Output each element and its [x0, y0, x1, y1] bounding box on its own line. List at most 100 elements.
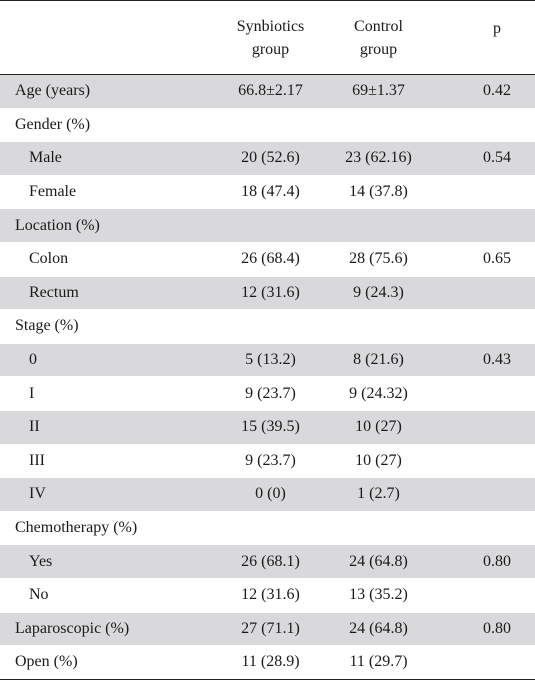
table-row: II 15 (39.5) 10 (27) — [0, 410, 535, 445]
header-synbiotics-line1: Synbiotics — [236, 17, 305, 35]
p-value: 0.43 — [467, 343, 535, 377]
p-value: 0.42 — [467, 74, 535, 109]
header-p-value: p — [493, 20, 501, 37]
p-value — [467, 310, 535, 344]
row-label: Female — [29, 183, 77, 201]
p-value — [467, 208, 535, 243]
control-value: 10 (27) — [314, 410, 467, 445]
row-label: Chemotherapy (%) — [15, 519, 138, 537]
row-label: Gender (%) — [15, 115, 91, 133]
p-value — [467, 410, 535, 445]
table-row: No 12 (31.6) 13 (35.2) — [0, 578, 535, 612]
table-row: III 9 (23.7) 10 (27) — [0, 444, 535, 478]
table-row: Male 20 (52.6) 23 (62.16) 0.54 — [0, 141, 535, 176]
p-value — [467, 477, 535, 512]
table-row: Laparoscopic (%) 27 (71.1) 24 (64.8) 0.8… — [0, 612, 535, 646]
row-label: Location (%) — [0, 208, 197, 243]
row-label: Colon — [29, 250, 69, 268]
table-header: Synbiotics group Control group p — [0, 0, 535, 75]
table-row: Chemotherapy (%) — [0, 511, 535, 545]
control-value — [314, 511, 467, 545]
header-row: Synbiotics group Control group p — [0, 0, 535, 75]
row-label: III — [29, 451, 45, 469]
control-value: 11 (29.7) — [349, 653, 408, 671]
table-row: Colon 26 (68.4) 28 (75.6) 0.65 — [0, 242, 535, 276]
control-value: 13 (35.2) — [349, 586, 408, 604]
table-row: Open (%) 11 (28.9) 11 (29.7) — [0, 646, 535, 680]
p-value: 0.80 — [467, 612, 535, 646]
control-value: 69±1.37 — [314, 74, 467, 109]
p-value: 0.65 — [483, 250, 511, 268]
p-value — [467, 108, 535, 142]
control-value: 24 (64.8) — [314, 612, 467, 646]
header-synbiotics-group: Synbiotics group — [197, 1, 314, 75]
row-label: Age (years) — [0, 74, 197, 109]
p-value — [467, 175, 535, 209]
header-control-line1: Control — [354, 17, 403, 35]
synbiotics-value: 12 (31.6) — [241, 586, 300, 604]
synbiotics-value: 12 (31.6) — [197, 276, 314, 310]
row-label: I — [29, 384, 35, 402]
row-label: IV — [0, 477, 197, 512]
synbiotics-value: 9 (23.7) — [245, 451, 296, 469]
p-value — [467, 377, 535, 411]
row-label: Open (%) — [15, 653, 78, 671]
control-value: 1 (2.7) — [314, 477, 467, 512]
header-synbiotics-line2: group — [251, 40, 290, 58]
header-control-group: Control group — [314, 1, 467, 75]
table-body: Age (years) 66.8±2.17 69±1.37 0.42 Gende… — [0, 74, 535, 680]
p-value — [467, 578, 535, 612]
table-row: Age (years) 66.8±2.17 69±1.37 0.42 — [0, 74, 535, 109]
control-value — [314, 310, 467, 344]
p-value — [467, 646, 535, 680]
row-label: Rectum — [0, 276, 197, 310]
table-row: Gender (%) — [0, 108, 535, 142]
synbiotics-value: 0 (0) — [197, 477, 314, 512]
synbiotics-value: 11 (28.9) — [241, 653, 300, 671]
control-value: 14 (37.8) — [349, 183, 408, 201]
table-row: IV 0 (0) 1 (2.7) — [0, 477, 535, 512]
p-value — [467, 276, 535, 310]
control-value: 28 (75.6) — [349, 250, 408, 268]
control-value: 9 (24.32) — [349, 384, 408, 402]
synbiotics-value: 20 (52.6) — [197, 141, 314, 176]
control-value: 23 (62.16) — [314, 141, 467, 176]
table-row: Location (%) — [0, 208, 535, 243]
control-value: 24 (64.8) — [314, 544, 467, 579]
control-value: 9 (24.3) — [314, 276, 467, 310]
synbiotics-value: 26 (68.4) — [241, 250, 300, 268]
table-row: 0 5 (13.2) 8 (21.6) 0.43 — [0, 343, 535, 377]
row-label: Laparoscopic (%) — [0, 612, 197, 646]
synbiotics-value: 18 (47.4) — [241, 183, 300, 201]
table-row: Rectum 12 (31.6) 9 (24.3) — [0, 276, 535, 310]
p-value: 0.54 — [467, 141, 535, 176]
synbiotics-value: 66.8±2.17 — [197, 74, 314, 109]
synbiotics-value — [197, 108, 314, 142]
p-value — [467, 444, 535, 478]
synbiotics-value: 26 (68.1) — [197, 544, 314, 579]
synbiotics-value: 9 (23.7) — [245, 384, 296, 402]
synbiotics-value: 5 (13.2) — [197, 343, 314, 377]
control-value — [314, 108, 467, 142]
row-label: No — [29, 586, 49, 604]
control-value: 10 (27) — [355, 451, 402, 469]
table-row: Yes 26 (68.1) 24 (64.8) 0.80 — [0, 544, 535, 579]
row-label: Stage (%) — [15, 317, 79, 335]
row-label: Yes — [0, 544, 197, 579]
synbiotics-value: 15 (39.5) — [197, 410, 314, 445]
synbiotics-value — [197, 208, 314, 243]
control-value: 8 (21.6) — [314, 343, 467, 377]
synbiotics-value — [197, 511, 314, 545]
p-value — [467, 511, 535, 545]
row-label: II — [0, 410, 197, 445]
p-value: 0.80 — [467, 544, 535, 579]
control-value — [314, 208, 467, 243]
row-label: 0 — [0, 343, 197, 377]
table-row: I 9 (23.7) 9 (24.32) — [0, 377, 535, 411]
synbiotics-value — [197, 310, 314, 344]
header-control-line2: group — [359, 40, 398, 58]
table-row: Stage (%) — [0, 310, 535, 344]
table-row: Female 18 (47.4) 14 (37.8) — [0, 175, 535, 209]
